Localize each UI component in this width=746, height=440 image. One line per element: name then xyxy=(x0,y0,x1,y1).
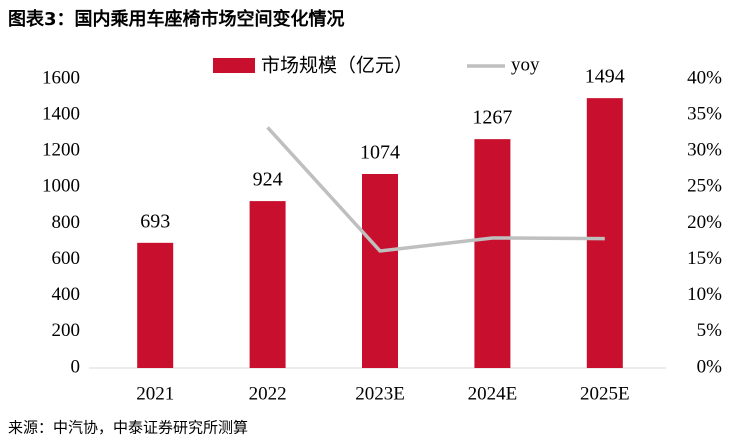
source-note: 来源：中汽协，中泰证券研究所测算 xyxy=(8,419,248,437)
data-label: 924 xyxy=(253,169,283,191)
y2-tick-label: 20% xyxy=(687,212,722,233)
x-tick-label: 2025E xyxy=(580,383,630,404)
bar xyxy=(137,242,174,368)
y-tick-label: 1400 xyxy=(42,103,80,124)
y2-tick-label: 10% xyxy=(687,284,722,305)
y2-tick-label: 35% xyxy=(687,103,722,124)
chart-title: 图表3：国内乘用车座椅市场空间变化情况 xyxy=(8,8,345,30)
data-label: 1494 xyxy=(585,66,625,88)
y2-tick-label: 25% xyxy=(687,176,722,197)
legend-swatch xyxy=(213,58,255,73)
legend-label: yoy xyxy=(511,54,540,75)
legend-label: 市场规模（亿元） xyxy=(261,55,413,77)
bar xyxy=(249,201,286,368)
x-tick-label: 2023E xyxy=(355,383,405,404)
y2-tick-label: 30% xyxy=(687,140,722,161)
y-tick-label: 800 xyxy=(52,212,81,233)
bar xyxy=(362,174,398,368)
y-tick-label: 600 xyxy=(52,248,81,269)
x-tick-label: 2021 xyxy=(136,383,174,404)
data-label: 1074 xyxy=(360,142,400,164)
y2-tick-label: 0% xyxy=(697,356,723,377)
bar xyxy=(474,139,511,368)
y2-tick-label: 5% xyxy=(697,320,723,341)
y2-tick-label: 40% xyxy=(687,67,722,88)
line xyxy=(266,126,605,253)
data-label: 1267 xyxy=(472,107,512,129)
y2-tick-label: 15% xyxy=(687,248,722,269)
x-tick-label: 2024E xyxy=(468,383,518,404)
y-tick-label: 0 xyxy=(71,356,81,377)
y-tick-label: 400 xyxy=(52,284,81,305)
data-label: 693 xyxy=(140,210,170,232)
x-tick-label: 2022 xyxy=(249,383,287,404)
y-tick-label: 200 xyxy=(52,320,81,341)
bar xyxy=(586,98,623,369)
y-tick-label: 1000 xyxy=(42,176,80,197)
y-tick-label: 1600 xyxy=(42,67,80,88)
y-tick-label: 1200 xyxy=(42,140,80,161)
